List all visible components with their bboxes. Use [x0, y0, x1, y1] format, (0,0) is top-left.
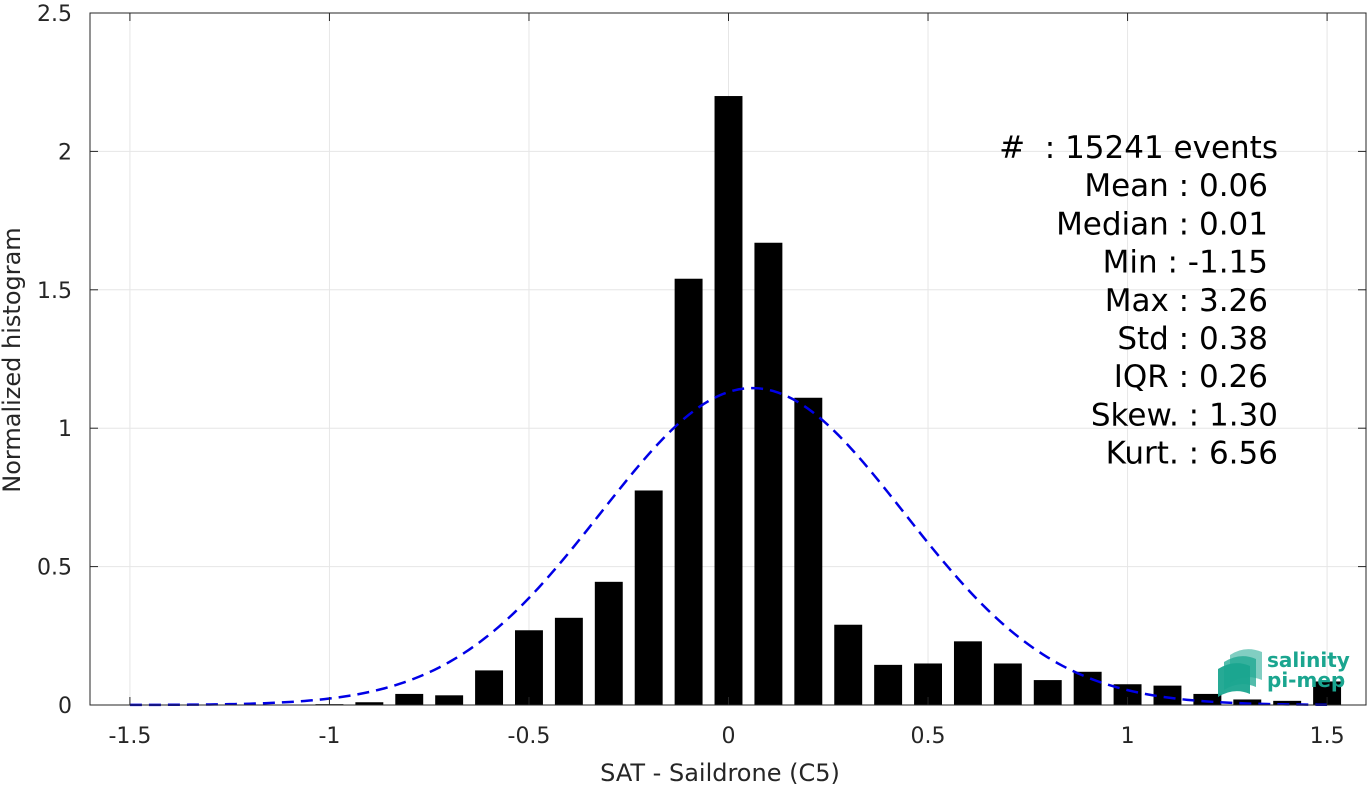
axes-box [89, 12, 1367, 706]
y-axis-label: Normalized histogram [0, 227, 26, 492]
y-tick-labels: 0 0.5 1 1.5 2 2.5 [37, 2, 72, 719]
y-tick-label: 0.5 [37, 556, 72, 581]
histogram-bar [435, 695, 464, 705]
histogram-bar [355, 702, 384, 705]
histogram-bar [953, 641, 982, 705]
histogram-bar [594, 581, 623, 705]
stat-line: Mean : 0.06 [1084, 168, 1268, 204]
histogram-bar [515, 630, 543, 705]
histogram-bar [1033, 680, 1062, 705]
x-tick-label: 0.5 [911, 724, 946, 749]
stat-line: Min : -1.15 [1103, 245, 1268, 281]
x-axis-label: SAT - Saildrone (C5) [600, 759, 840, 785]
y-tick-label: 1.5 [37, 279, 72, 304]
logo-line1: salinity [1267, 648, 1350, 672]
histogram-bar [1313, 681, 1342, 705]
stat-line: Skew. : 1.30 [1091, 397, 1278, 433]
stat-line: Std : 0.38 [1117, 321, 1268, 357]
x-tick-label: 0 [722, 724, 736, 749]
histogram-bar [1193, 693, 1222, 705]
stat-line: # : 15241 events [999, 130, 1278, 166]
histogram-bar [993, 663, 1022, 705]
stat-line: IQR : 0.26 [1114, 359, 1268, 395]
y-tick-label: 2.5 [37, 2, 72, 27]
stat-line: Max : 3.26 [1105, 283, 1268, 319]
histogram-bar [1073, 671, 1102, 705]
histogram-bar [754, 242, 783, 705]
histogram-bar [714, 96, 743, 706]
histogram-bar [1153, 685, 1182, 705]
histogram-bar [674, 278, 703, 705]
stat-line: Median : 0.01 [1056, 206, 1268, 242]
x-tick-label: -1.5 [108, 724, 151, 749]
x-tick-labels: -1.5 -1 -0.5 0 0.5 1 1.5 [108, 724, 1344, 749]
x-tick-label: 1 [1121, 724, 1135, 749]
x-tick-label: -0.5 [508, 724, 551, 749]
histogram-bar [874, 664, 903, 705]
histogram-bar [475, 670, 504, 705]
layered-waves-icon [1218, 649, 1262, 697]
y-tick-label: 2 [58, 140, 72, 165]
stat-line: Kurt. : 6.56 [1106, 436, 1278, 472]
histogram-bar [834, 624, 863, 705]
histogram-bar [554, 617, 583, 705]
histogram-bar [634, 490, 663, 705]
histogram-bar [794, 397, 823, 705]
histogram-bars [315, 96, 1342, 706]
logo-line2: pi-mep [1267, 668, 1345, 692]
x-tick-label: 1.5 [1310, 724, 1345, 749]
histogram-bar [395, 693, 424, 705]
y-tick-label: 1 [58, 417, 72, 442]
x-tick-label: -1 [318, 724, 340, 749]
histogram-bar [1273, 700, 1302, 705]
y-tick-label: 0 [58, 694, 72, 719]
histogram-bar [1113, 684, 1142, 705]
salinity-pi-mep-logo: salinity pi-mep [1218, 648, 1350, 697]
